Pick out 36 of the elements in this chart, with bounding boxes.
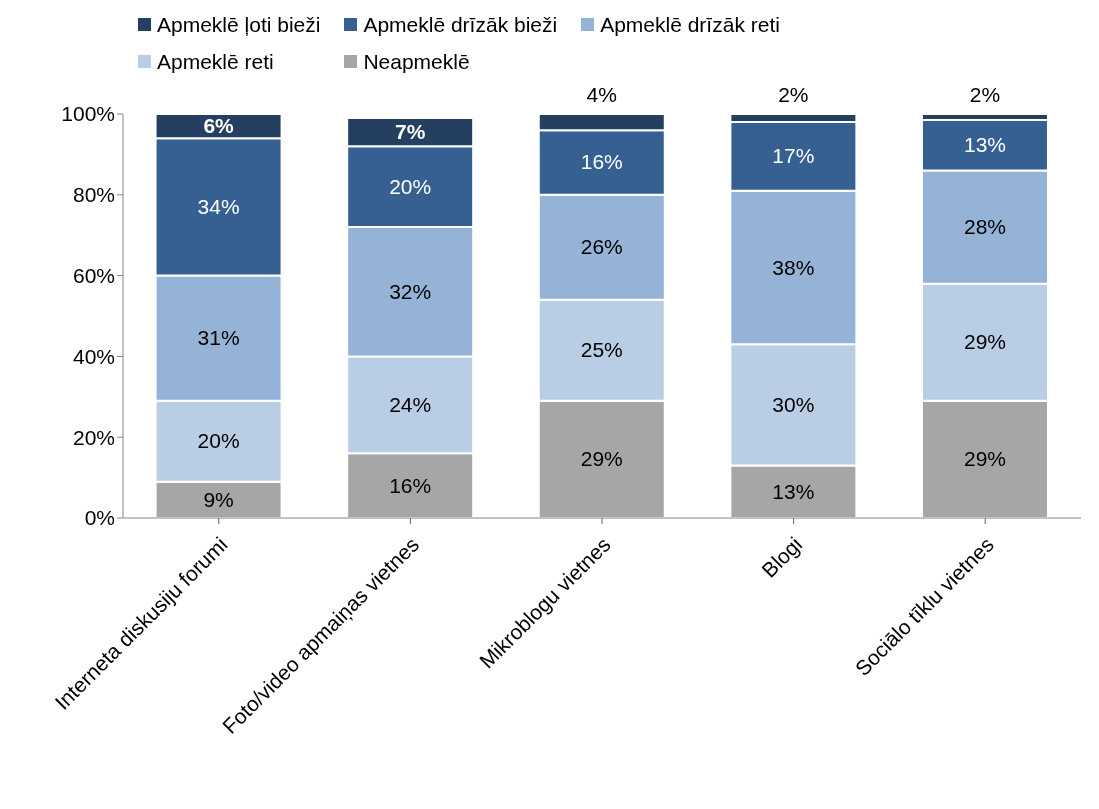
y-tick-label: 0% bbox=[84, 506, 115, 530]
data-label: 7% bbox=[394, 120, 426, 144]
data-label: 6% bbox=[203, 114, 235, 138]
data-label: 29% bbox=[963, 447, 1006, 471]
y-tick-label: 60% bbox=[72, 264, 115, 288]
data-label: 32% bbox=[389, 279, 432, 303]
legend-label: Neapmeklē bbox=[363, 49, 470, 74]
y-tick-label: 100% bbox=[61, 102, 115, 126]
legend-label: Apmeklē ļoti bieži bbox=[157, 12, 321, 37]
data-label: 13% bbox=[963, 133, 1006, 157]
data-label: 16% bbox=[580, 150, 623, 174]
data-label: 26% bbox=[580, 235, 623, 259]
data-label: 20% bbox=[197, 429, 240, 453]
data-label: 31% bbox=[197, 326, 240, 350]
data-label: 25% bbox=[580, 338, 623, 362]
y-tick-label: 40% bbox=[72, 344, 115, 368]
data-label: 9% bbox=[203, 487, 234, 511]
data-label: 28% bbox=[963, 215, 1006, 239]
data-label: 17% bbox=[772, 144, 815, 168]
data-label: 2% bbox=[778, 83, 809, 106]
y-tick-label: 20% bbox=[72, 425, 115, 449]
data-label: 16% bbox=[389, 473, 432, 497]
data-label: 34% bbox=[197, 194, 240, 218]
data-label: 2% bbox=[969, 83, 1001, 106]
data-label: 20% bbox=[389, 174, 432, 198]
data-label: 30% bbox=[772, 392, 815, 416]
legend-label: Apmeklē drīzāk bieži bbox=[363, 12, 558, 37]
data-label: 29% bbox=[963, 330, 1006, 354]
legend-label: Apmeklē reti bbox=[157, 49, 274, 74]
data-label: 38% bbox=[772, 255, 815, 279]
data-label: 29% bbox=[580, 447, 623, 471]
data-label: 4% bbox=[586, 83, 617, 106]
data-label: 13% bbox=[772, 479, 815, 503]
y-tick-label: 80% bbox=[72, 183, 115, 207]
data-label: 24% bbox=[389, 392, 432, 416]
legend-label: Apmeklē drīzāk reti bbox=[600, 12, 780, 37]
